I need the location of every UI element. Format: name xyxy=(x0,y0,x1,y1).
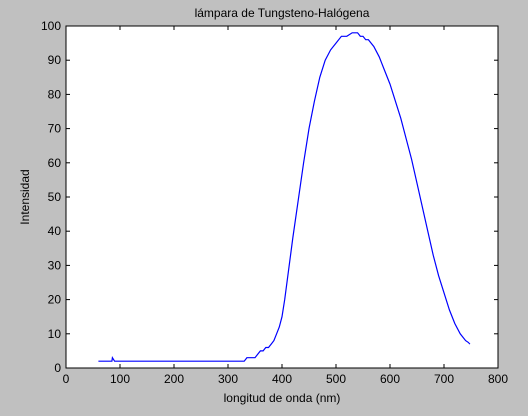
y-tick-label: 30 xyxy=(48,258,62,272)
y-tick-label: 40 xyxy=(48,224,62,238)
y-tick-label: 50 xyxy=(48,190,62,204)
y-tick-label: 60 xyxy=(48,156,62,170)
y-tick-label: 10 xyxy=(48,327,62,341)
axis-ticks: 0 100 200 300 400 500 600 700 800 0 10 20 30 40 50 60 70… xyxy=(41,19,508,386)
chart-title: lámpara de Tungsteno-Halógena xyxy=(195,6,370,20)
y-tick-label: 20 xyxy=(48,293,62,307)
x-tick-label: 700 xyxy=(434,372,454,386)
x-tick-label: 800 xyxy=(488,372,508,386)
y-tick-label: 70 xyxy=(48,122,62,136)
x-tick-label: 300 xyxy=(218,372,238,386)
x-tick-label: 0 xyxy=(63,372,70,386)
y-axis-label: Intensidad xyxy=(18,169,32,224)
x-tick-label: 400 xyxy=(272,372,292,386)
spectrum-line xyxy=(98,32,471,362)
x-tick-label: 500 xyxy=(326,372,346,386)
x-tick-label: 600 xyxy=(380,372,400,386)
y-tick-label: 0 xyxy=(54,361,61,375)
y-tick-label: 90 xyxy=(48,53,62,67)
plot-area xyxy=(65,25,499,369)
x-tick-label: 100 xyxy=(110,372,130,386)
y-tick-label: 100 xyxy=(41,19,61,33)
x-axis-label: longitud de onda (nm) xyxy=(224,391,341,405)
y-tick-label: 80 xyxy=(48,87,62,101)
x-tick-label: 200 xyxy=(164,372,184,386)
